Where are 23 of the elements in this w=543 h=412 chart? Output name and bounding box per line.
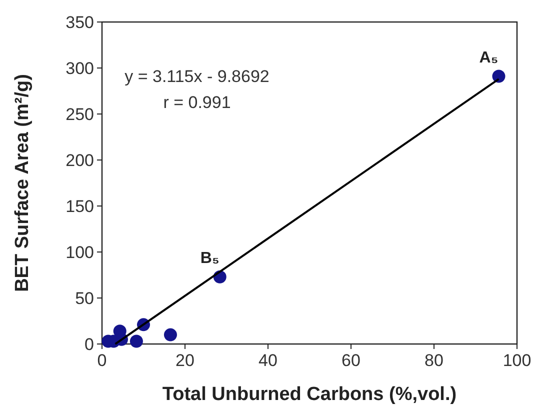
- y-axis-title: BET Surface Area (m²/g): [12, 74, 33, 292]
- point: [492, 70, 506, 83]
- x-tick-label: 0: [97, 351, 107, 370]
- x-tick-label: 20: [176, 351, 194, 370]
- point: [130, 334, 143, 348]
- x-tick-label: 80: [424, 351, 444, 370]
- x-axis-title: Total Unburned Carbons (%,vol.): [162, 384, 457, 405]
- y-tick-label: 250: [66, 105, 94, 124]
- y-tick-label: 300: [66, 59, 94, 78]
- y-tick-label: 350: [66, 13, 94, 32]
- point: [164, 328, 177, 342]
- x-tick-label: 100: [502, 351, 532, 370]
- annotation: B₅: [200, 250, 220, 267]
- y-tick-label: 150: [66, 197, 94, 216]
- x-tick-label: 40: [258, 351, 278, 370]
- annotation: r = 0.991: [163, 93, 231, 112]
- y-tick-label: 50: [75, 289, 94, 308]
- y-tick-label: 200: [66, 151, 94, 170]
- x-tick-label: 60: [342, 351, 360, 370]
- y-tick-label: 100: [66, 243, 94, 262]
- y-tick-label: 0: [84, 335, 94, 354]
- annotation: A₅: [479, 49, 498, 66]
- annotation: y = 3.115x - 9.8692: [124, 67, 270, 86]
